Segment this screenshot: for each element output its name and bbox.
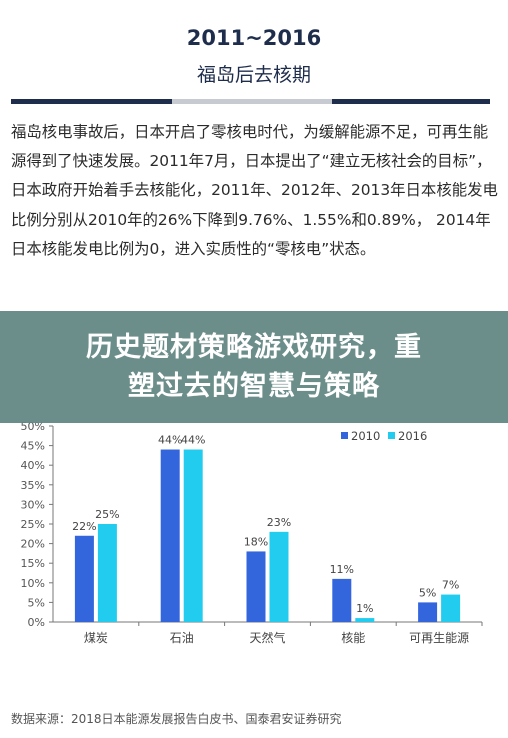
bar-2010: [74, 535, 94, 622]
legend-label-2010: 2010: [351, 429, 380, 443]
header: 2011~2016 福岛后去核期: [0, 0, 508, 110]
y-tick-label: 25%: [21, 518, 45, 531]
header-years: 2011~2016: [186, 26, 322, 50]
energy-mix-chart: 0% 5% 10% 15% 20% 25% 30% 35% 40% 45% 50% 煤炭 22% 25% 石…: [0, 420, 508, 660]
data-label-2010: 44%: [158, 434, 182, 447]
data-source-note: 数据来源：2018日本能源发展报告白皮书、国泰君安证券研究: [11, 712, 342, 726]
x-tick-label: 石油: [170, 631, 194, 645]
data-label-2016: 44%: [181, 434, 205, 447]
banner-title: 历史题材策略游戏研究，重 塑过去的智慧与策略: [20, 328, 488, 406]
bar-2010: [332, 578, 352, 622]
data-label-2016: 1%: [356, 602, 373, 615]
y-tick-label: 40%: [21, 459, 45, 472]
data-label-2010: 18%: [244, 535, 268, 548]
header-rule-right: [332, 99, 490, 104]
y-tick-label: 35%: [21, 479, 45, 492]
bar-2010: [160, 449, 180, 622]
article-paragraph: 福岛核电事故后，日本开启了零核电时代，为缓解能源不足，可再生能源得到了快速发展。…: [11, 123, 498, 258]
y-tick-label: 20%: [21, 538, 45, 551]
y-tick-label: 50%: [21, 420, 45, 433]
y-tick-label: 30%: [21, 498, 45, 511]
legend-swatch-2016: [388, 432, 395, 439]
energy-mix-chart-svg: 0%5%10%15%20%25%30%35%40%45%50%煤炭22%25%石…: [21, 420, 483, 645]
y-tick-label: 5%: [28, 596, 45, 609]
bar-2010: [418, 602, 438, 622]
y-tick-label: 15%: [21, 557, 45, 570]
x-tick-label: 可再生能源: [409, 631, 469, 645]
y-tick-label: 45%: [21, 440, 45, 453]
y-tick-label: 10%: [21, 577, 45, 590]
data-label-2010: 11%: [330, 563, 354, 576]
bar-2016: [269, 531, 289, 622]
bar-2016: [355, 618, 375, 622]
banner-title-line-2: 塑过去的智慧与策略: [128, 371, 380, 402]
data-label-2010: 5%: [419, 586, 436, 599]
legend-label-2016: 2016: [398, 429, 427, 443]
y-tick-label: 0%: [28, 616, 45, 629]
x-tick-label: 天然气: [249, 630, 285, 645]
header-rule-middle: [172, 99, 332, 104]
legend-swatch-2010: [341, 432, 348, 439]
bar-2016: [441, 594, 461, 622]
bar-2016: [183, 449, 203, 622]
title-banner: 历史题材策略游戏研究，重 塑过去的智慧与策略: [0, 311, 508, 423]
data-label-2016: 25%: [95, 508, 119, 521]
x-tick-label: 煤炭: [84, 631, 108, 645]
bar-2016: [97, 524, 117, 622]
header-subtitle: 福岛后去核期: [196, 64, 311, 86]
data-label-2016: 7%: [442, 579, 459, 592]
data-label-2010: 22%: [72, 520, 96, 533]
header-rule-left: [11, 99, 172, 104]
x-tick-label: 核能: [341, 631, 365, 645]
bar-2010: [246, 551, 266, 622]
banner-title-line-1: 历史题材策略游戏研究，重: [86, 332, 422, 363]
data-label-2016: 23%: [267, 516, 291, 529]
